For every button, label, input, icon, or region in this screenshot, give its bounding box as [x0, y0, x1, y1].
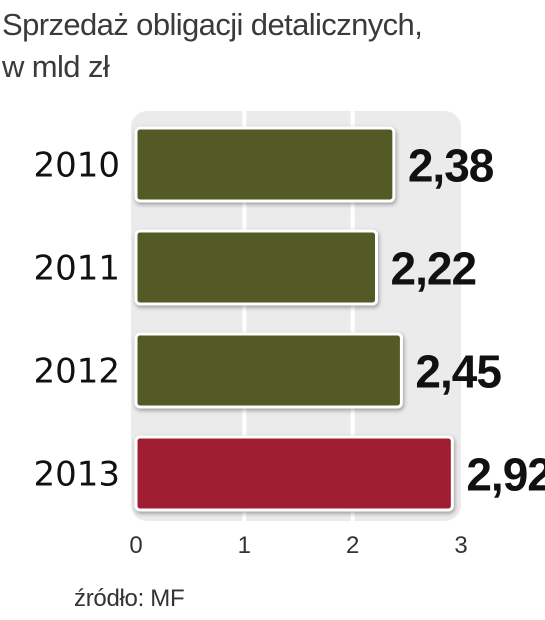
bar-2013 [134, 435, 454, 512]
category-label-2010: 2010 [33, 146, 120, 186]
x-tick-label: 0 [129, 532, 142, 559]
value-label-2011: 2,22 [391, 243, 477, 295]
value-labels: 2,38 2,22 2,45 2,92 [391, 140, 545, 501]
category-labels: 2010 2011 2012 2013 [33, 146, 120, 495]
bar-2012 [134, 332, 403, 409]
chart-title-line-2: w mld zł [2, 49, 110, 84]
plot-background [131, 111, 461, 521]
source-note: źródło: MF [74, 585, 185, 612]
category-label-2011: 2011 [33, 249, 120, 289]
x-tick-label: 3 [454, 532, 467, 559]
value-label-2013: 2,92 [466, 449, 545, 501]
category-label-2012: 2012 [33, 352, 120, 392]
chart-title: Sprzedaż obligacji detalicznych, w mld z… [2, 4, 423, 88]
bar-2011 [134, 229, 378, 306]
x-tick-label: 1 [238, 532, 251, 559]
chart-title-line-1: Sprzedaż obligacji detalicznych, [2, 7, 423, 42]
category-label-2013: 2013 [33, 455, 120, 495]
bar-2010 [134, 126, 396, 203]
bars [134, 126, 454, 512]
value-label-2012: 2,45 [415, 346, 501, 398]
value-label-2010: 2,38 [408, 140, 494, 192]
x-tick-label: 2 [346, 532, 359, 559]
x-axis-tick-labels: 0 1 2 3 [129, 532, 467, 559]
